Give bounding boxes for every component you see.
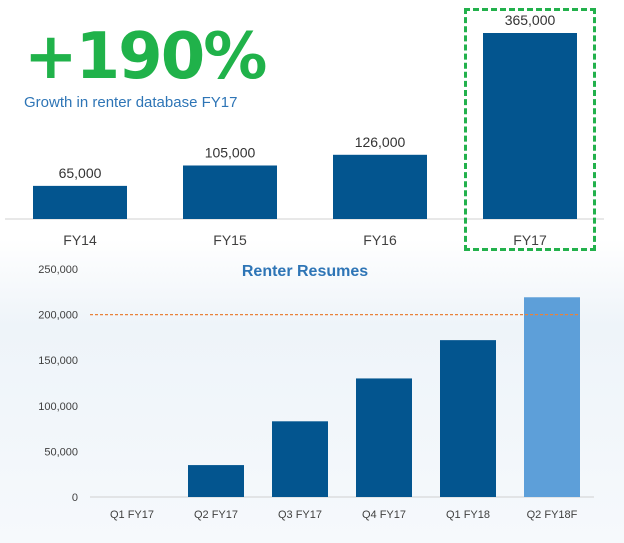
x-tick-q2-fy18f: Q2 FY18F xyxy=(527,509,578,521)
bar-fy14 xyxy=(33,185,127,219)
bar-fy15 xyxy=(183,165,277,219)
bar-fy17 xyxy=(483,33,577,219)
y-tick-0: 0 xyxy=(72,492,78,504)
fy17-highlight-box xyxy=(464,8,596,251)
x-tick-q1-fy18: Q1 FY18 xyxy=(446,509,490,521)
y-tick-100-000: 100,000 xyxy=(38,401,78,413)
growth-caption: Growth in renter database FY17 xyxy=(24,94,238,111)
value-label-fy14: 65,000 xyxy=(59,165,102,181)
bar-q2-fy18f xyxy=(524,297,580,497)
x-tick-q1-fy17: Q1 FY17 xyxy=(110,509,154,521)
y-tick-200-000: 200,000 xyxy=(38,310,78,322)
bar-fy16 xyxy=(333,154,427,219)
bar-q3-fy17 xyxy=(272,421,328,497)
value-label-fy16: 126,000 xyxy=(355,134,406,150)
growth-headline: +190% xyxy=(24,20,267,94)
bar-q2-fy17 xyxy=(188,465,244,497)
x-tick-fy16: FY16 xyxy=(363,232,397,248)
y-tick-50-000: 50,000 xyxy=(44,446,78,458)
bar-q1-fy18 xyxy=(440,340,496,497)
chart-title: Renter Resumes xyxy=(242,263,368,280)
y-tick-250-000: 250,000 xyxy=(38,264,78,276)
x-tick-fy14: FY14 xyxy=(63,232,97,248)
x-tick-fy17: FY17 xyxy=(513,232,547,248)
value-label-fy15: 105,000 xyxy=(205,144,256,160)
renter-resumes-chart: Renter Resumes 0 50,000 100,000 150,000 200,0… xyxy=(38,263,594,521)
y-tick-150-000: 150,000 xyxy=(38,355,78,367)
x-tick-q4-fy17: Q4 FY17 xyxy=(362,509,406,521)
renter-database-chart: 65,000 FY14 105,000 FY15 126,000 FY16 365,000 F… xyxy=(5,12,604,248)
x-tick-fy15: FY15 xyxy=(213,232,247,248)
x-tick-q2-fy17: Q2 FY17 xyxy=(194,509,238,521)
bar-q4-fy17 xyxy=(356,378,412,497)
x-tick-q3-fy17: Q3 FY17 xyxy=(278,509,322,521)
value-label-fy17: 365,000 xyxy=(505,12,556,28)
